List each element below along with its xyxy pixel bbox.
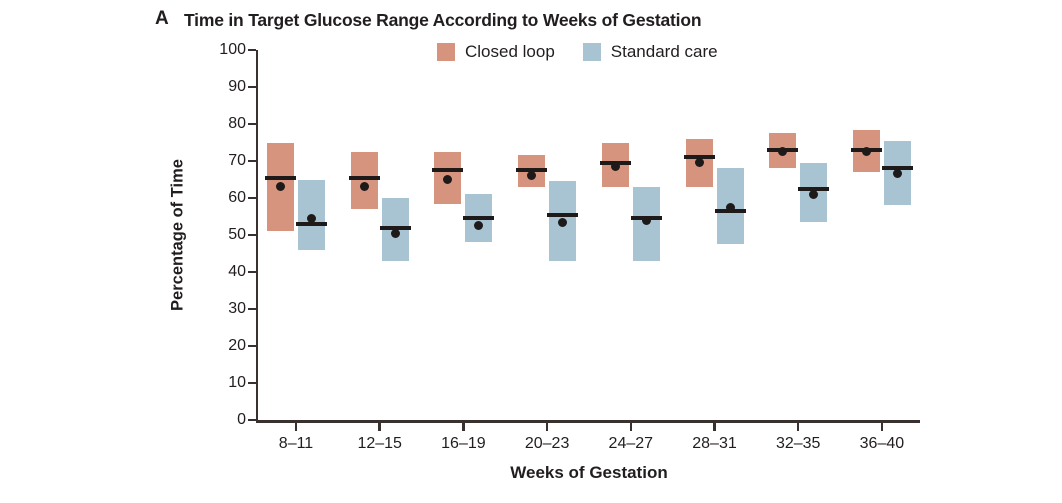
legend-label-closed-loop: Closed loop [465,42,555,61]
x-tick [796,422,800,431]
legend-label-standard-care: Standard care [610,42,718,61]
y-tick-label: 80 [228,115,246,132]
mean-dot [474,221,484,231]
mean-dot [390,228,400,238]
x-tick [378,422,381,431]
mean-dot [443,175,453,184]
plot-area: 0 10 20 30 40 50 60 70 80 90 100 8–11 12–15 16–19 20–2… [219,41,920,452]
x-axis-title: Weeks of Gestation [510,463,668,482]
mean-dot [307,213,316,223]
mean-dot [725,202,735,212]
mean-dot [276,182,285,192]
median-line [516,168,548,173]
y-axis-title: Percentage of Time [168,159,187,311]
y-tick-label: 60 [228,189,246,206]
x-tick-label: 32–35 [775,435,821,452]
median-line [547,212,579,217]
y-tick [248,122,256,126]
y-tick-label: 20 [228,337,246,354]
x-tick-label: 12–15 [357,435,402,452]
y-tick [248,381,256,385]
panel-label: A [155,8,169,29]
y-tick-label: 10 [228,374,246,391]
median-line [265,175,296,180]
x-tick [880,422,884,431]
x-tick-label: 20–23 [524,435,570,452]
x-tick [294,422,298,431]
box-closed_loop [350,151,378,210]
x-tick [462,422,465,431]
y-tick [248,344,256,348]
mean-dot [359,182,369,192]
legend: Closed loop Standard care [437,42,718,62]
mean-dot [778,147,788,157]
x-tick-label: 28–31 [692,435,737,452]
y-tick-label: 70 [228,152,246,169]
mean-dot [861,147,871,157]
mean-dot [892,169,902,179]
x-tick-label: 24–27 [608,435,654,452]
y-tick-label: 0 [237,411,246,428]
median-line [379,225,411,230]
mean-dot [809,189,819,199]
median-line [348,175,380,180]
y-tick [248,418,256,422]
median-line [432,168,464,173]
x-tick-label: 36–40 [859,435,905,452]
median-line [463,216,495,221]
x-tick-label: 8–11 [278,435,314,452]
y-tick-label: 40 [228,263,246,280]
x-tick [545,422,549,431]
y-tick-label: 50 [228,226,246,243]
chart-title: Time in Target Glucose Range According t… [184,10,702,30]
x-tick [713,422,716,431]
y-tick [248,233,256,237]
y-tick-label: 100 [219,41,246,58]
mean-dot [558,217,568,227]
legend-item-standard-care: Standard care [582,42,718,62]
y-tick-label: 90 [228,78,246,95]
median-line [798,186,830,191]
median-line [296,221,327,226]
y-tick [248,159,256,163]
x-axis-line [255,420,920,423]
y-tick [248,85,256,89]
y-axis-line [255,50,258,423]
mean-dot [527,171,537,181]
median-line [881,166,913,171]
standard-care-swatch-icon [582,43,601,61]
mean-dot [694,158,704,168]
legend-item-closed-loop: Closed loop [437,42,555,62]
mean-dot [610,162,620,172]
x-tick [629,422,633,431]
y-tick [248,307,256,311]
closed-loop-swatch-icon [437,43,455,61]
median-line [683,155,715,160]
mean-dot [641,215,651,225]
y-tick [248,48,256,52]
y-tick-label: 30 [228,300,246,317]
y-tick [248,270,256,274]
x-tick-label: 16–19 [441,435,486,452]
y-tick [248,196,256,200]
